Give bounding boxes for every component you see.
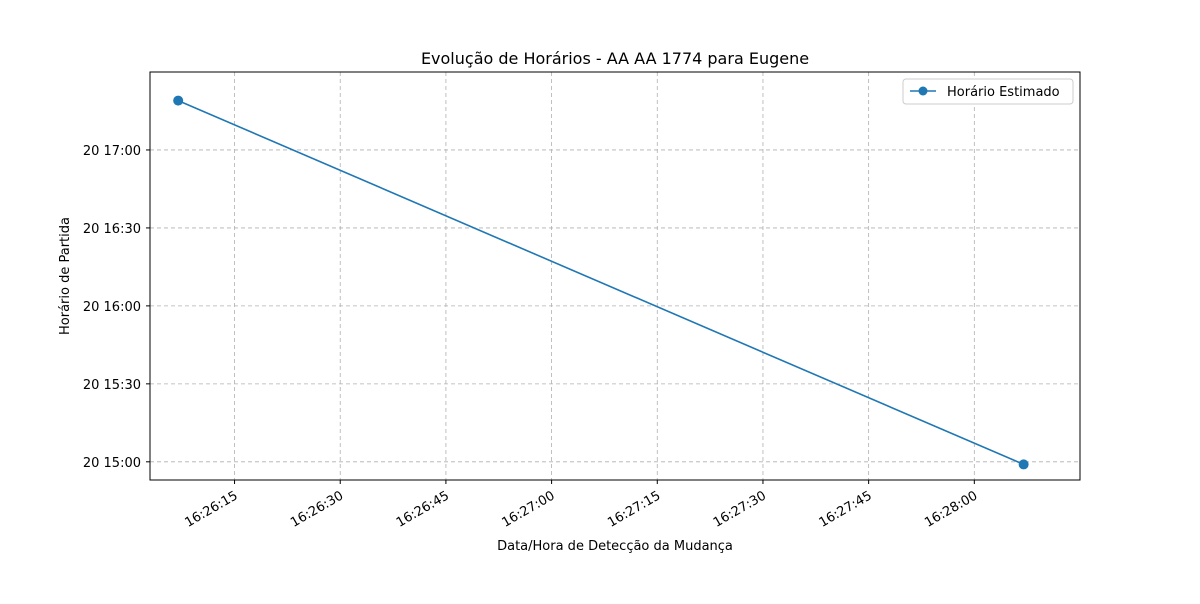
legend-marker-swatch [918,86,928,96]
series-line [177,99,1024,466]
legend-label: Horário Estimado [947,85,1060,100]
plot-frame [149,71,1081,481]
legend: Horário Estimado [902,78,1074,105]
legend-frame [902,78,1074,105]
y-axis-ticks: 20 15:00 20 15:30 20 16:00 20 16:30 20 17:00 [83,144,150,471]
y-tick-label: 20 16:30 [83,222,141,237]
y-axis-label: Horário de Partida [58,217,73,335]
x-tick-label: 16:27:00 [500,488,558,530]
x-tick-label: 16:26:15 [182,488,240,530]
grid [150,72,1080,480]
x-tick-label: 16:27:30 [711,488,769,530]
x-axis-label: Data/Hora de Detecção da Mudança [497,539,733,554]
x-tick-label: 16:27:15 [605,488,663,530]
series-layer [173,95,1029,470]
x-tick-label: 16:28:00 [922,488,980,530]
y-tick-label: 20 15:30 [83,378,141,393]
y-tick-label: 20 16:00 [83,300,141,315]
y-tick-label: 20 15:00 [83,456,141,471]
data-point [173,95,184,106]
x-tick-label: 16:26:30 [288,488,346,530]
x-axis-ticks: 16:26:15 16:26:30 16:26:45 16:27:00 16:27:15… [182,480,980,531]
x-tick-label: 16:26:45 [394,488,452,530]
chart-title: Evolução de Horários - AA AA 1774 para E… [421,49,809,68]
data-point [1018,459,1029,470]
y-tick-label: 20 17:00 [83,144,141,159]
x-tick-label: 16:27:45 [817,488,875,530]
